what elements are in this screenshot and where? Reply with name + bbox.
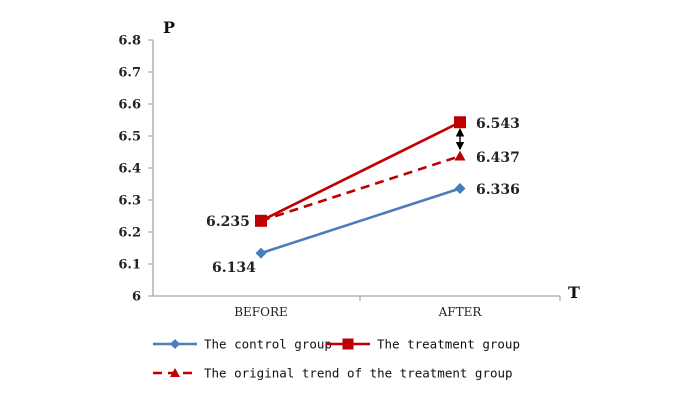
y-tick-label: 6 — [132, 290, 141, 305]
legend-item: The original trend of the treatment grou… — [153, 366, 513, 381]
legend-label: The control group — [204, 337, 332, 352]
legend-item: The treatment group — [326, 337, 520, 352]
data-label: 6.543 — [476, 116, 520, 132]
legend-label: The original trend of the treatment grou… — [204, 366, 513, 381]
legend-item: The control group — [153, 337, 332, 352]
x-axis-title: T — [568, 283, 580, 302]
diamond-marker — [170, 339, 180, 349]
series-line — [260, 154, 461, 223]
series-group — [255, 116, 466, 259]
y-tick-label: 6.4 — [118, 162, 141, 177]
triangle-marker — [170, 368, 180, 377]
x-tick-label: BEFORE — [234, 305, 288, 319]
data-label: 6.235 — [206, 214, 250, 230]
data-labels: 6.134 6.336 6.235 6.543 6.437 — [206, 116, 520, 276]
y-axis-ticks: 6 6.1 6.2 6.3 6.4 6.5 6.6 6.7 6.8 — [118, 34, 153, 305]
y-tick-label: 6.8 — [118, 34, 141, 49]
y-axis-title: P — [163, 18, 175, 37]
y-tick-label: 6.7 — [118, 66, 141, 81]
legend: The control group The treatment group The … — [153, 337, 520, 381]
y-tick-label: 6.5 — [118, 130, 141, 145]
y-tick-label: 6.2 — [118, 226, 141, 241]
diamond-marker — [255, 247, 267, 259]
diamond-marker — [454, 182, 466, 194]
square-marker — [454, 116, 466, 129]
x-tick-label: AFTER — [438, 305, 483, 319]
square-marker — [342, 338, 354, 350]
y-tick-label: 6.6 — [118, 98, 141, 113]
data-label: 6.437 — [476, 150, 520, 166]
data-label: 6.134 — [212, 260, 256, 276]
data-label: 6.336 — [476, 182, 520, 198]
series-line — [260, 121, 461, 222]
triangle-marker — [454, 150, 466, 161]
y-tick-label: 6.1 — [118, 258, 141, 273]
y-tick-label: 6.3 — [118, 194, 141, 209]
series-line — [260, 187, 461, 255]
x-axis-ticks: BEFORE AFTER — [234, 296, 561, 319]
legend-label: The treatment group — [377, 337, 520, 352]
square-marker — [255, 214, 267, 227]
